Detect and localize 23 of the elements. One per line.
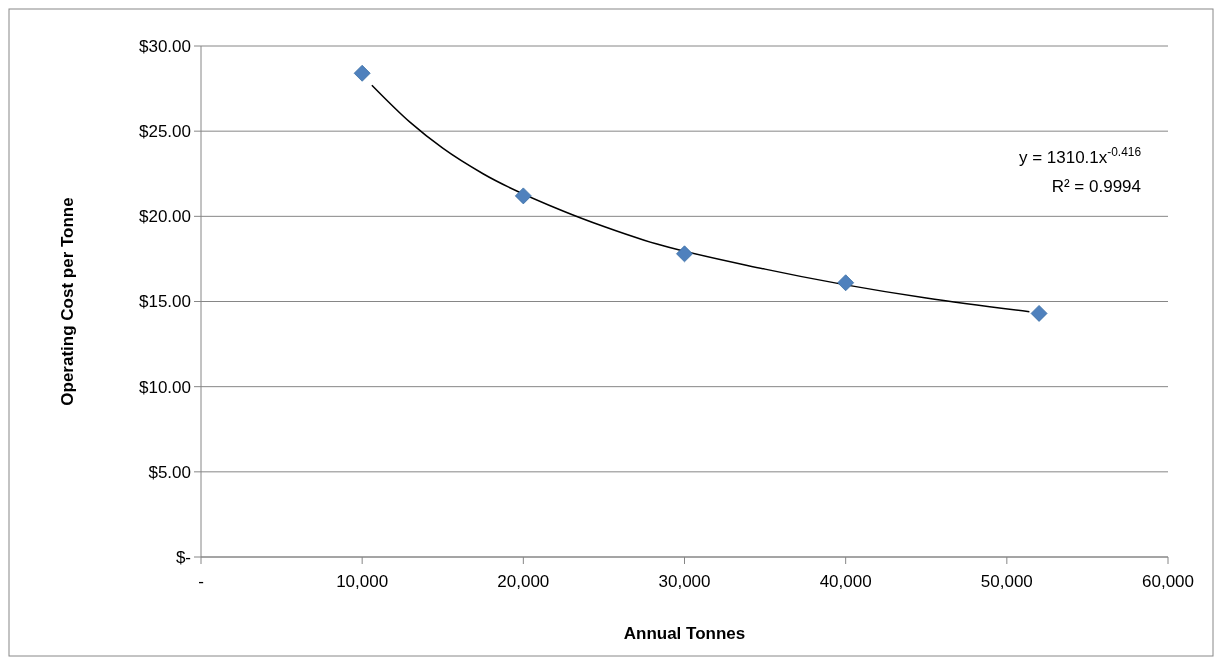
y-tick-label: $30.00 xyxy=(139,36,191,56)
y-tick-label: $10.00 xyxy=(139,377,191,397)
y-axis-title: Operating Cost per Tonne xyxy=(58,197,77,406)
annotation: R² = 0.9994 xyxy=(1051,177,1141,196)
x-axis-title: Annual Tonnes xyxy=(623,624,746,643)
y-tick-label: $25.00 xyxy=(139,122,191,142)
x-tick-label: 50,000 xyxy=(980,572,1033,591)
x-tick-label: 10,000 xyxy=(336,572,389,591)
point xyxy=(514,187,532,205)
x-tick-label: 20,000 xyxy=(497,572,550,591)
x-tick-label: 40,000 xyxy=(819,572,872,591)
point xyxy=(353,64,371,82)
x-tick-label: 60,000 xyxy=(1142,572,1194,591)
y-tick-label: $15.00 xyxy=(139,292,191,312)
x-tick-label: 30,000 xyxy=(658,572,711,591)
x-tick-label: - xyxy=(198,572,204,591)
y-tick-label: $5.00 xyxy=(148,462,191,482)
y-tick-label: $20.00 xyxy=(139,207,191,227)
point xyxy=(837,274,855,292)
annotation: y = 1310.1x$^{-0.416}$ xyxy=(1018,145,1142,167)
point xyxy=(676,245,693,263)
y-tick-label: $- xyxy=(175,547,191,567)
point xyxy=(1030,305,1048,322)
